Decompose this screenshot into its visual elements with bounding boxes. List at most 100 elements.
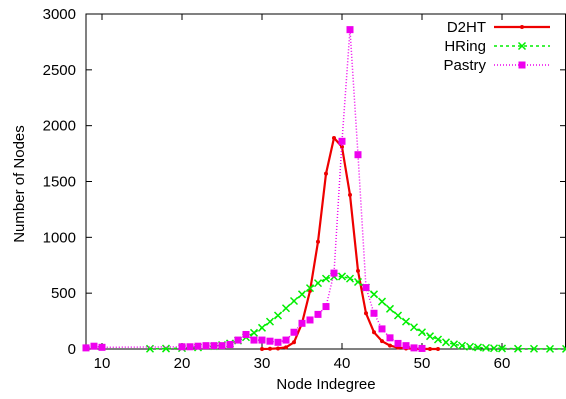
x-axis-title: Node Indegree [276, 376, 375, 393]
data-point-hring [345, 274, 355, 283]
data-point-hring [409, 323, 419, 332]
data-point-hring [385, 304, 395, 313]
data-point-d2ht [436, 347, 440, 351]
data-point-d2ht [348, 192, 352, 197]
data-point-d2ht [364, 311, 368, 316]
x-tick-label: 60 [494, 355, 511, 372]
data-point-pastry [210, 342, 218, 350]
data-point-hring [337, 272, 347, 281]
data-point-hring [449, 340, 459, 349]
legend-marker-pastry [518, 61, 526, 69]
data-point-pastry [306, 316, 314, 324]
data-point-pastry [258, 336, 266, 344]
data-point-pastry [378, 325, 386, 333]
data-point-pastry [346, 26, 354, 34]
data-point-hring [545, 344, 555, 353]
data-point-pastry [290, 328, 298, 336]
data-point-hring [353, 277, 363, 287]
data-point-d2ht [292, 340, 296, 345]
y-tick-label: 2500 [43, 62, 76, 79]
data-point-d2ht [380, 339, 384, 344]
data-point-pastry [362, 284, 370, 292]
data-point-hring [417, 328, 427, 337]
data-point-pastry [282, 336, 290, 344]
data-point-pastry [250, 336, 258, 344]
data-point-d2ht [284, 345, 288, 350]
x-tick-label: 10 [94, 355, 111, 372]
data-point-pastry [402, 342, 410, 350]
legend-marker-d2ht [520, 25, 524, 29]
series-pastry [82, 26, 426, 352]
data-point-pastry [178, 343, 186, 351]
data-point-pastry [410, 344, 418, 352]
data-point-pastry [226, 341, 234, 349]
data-point-hring [393, 311, 403, 320]
data-point-d2ht [276, 346, 280, 351]
data-point-pastry [394, 339, 402, 347]
data-point-pastry [298, 319, 306, 327]
x-tick-label: 40 [334, 355, 351, 372]
data-point-d2ht [332, 135, 336, 140]
data-point-pastry [266, 337, 274, 345]
data-point-hring [257, 323, 267, 332]
data-point-pastry [90, 342, 98, 350]
data-point-pastry [322, 303, 330, 311]
y-tick-label: 1500 [43, 174, 76, 191]
data-point-pastry [386, 334, 394, 342]
data-point-pastry [330, 269, 338, 277]
data-point-hring [377, 297, 387, 306]
y-tick-label: 3000 [43, 6, 76, 23]
data-point-hring [529, 344, 539, 353]
data-point-d2ht [324, 171, 328, 176]
y-tick-label: 1000 [43, 229, 76, 246]
x-tick-label: 30 [254, 355, 271, 372]
data-point-pastry [234, 336, 242, 344]
x-tick-label: 50 [414, 355, 431, 372]
data-point-pastry [338, 137, 346, 145]
legend-label-hring: HRing [444, 38, 486, 55]
data-point-hring [289, 296, 299, 306]
data-point-hring [481, 343, 491, 352]
data-point-hring [465, 342, 475, 351]
data-point-d2ht [428, 347, 432, 351]
data-point-hring [321, 274, 331, 283]
data-point-hring [161, 344, 171, 353]
data-point-hring [281, 304, 291, 313]
data-point-pastry [194, 342, 202, 350]
data-point-d2ht [316, 239, 320, 244]
data-point-hring [305, 284, 315, 293]
data-point-hring [457, 341, 467, 350]
data-point-hring [433, 335, 443, 344]
data-point-d2ht [388, 343, 392, 348]
legend-label-d2ht: D2HT [447, 19, 486, 36]
x-tick-label: 20 [174, 355, 191, 372]
data-point-pastry [418, 344, 426, 352]
data-point-hring [265, 317, 275, 326]
series-hring [145, 272, 566, 353]
data-point-pastry [98, 343, 106, 351]
legend: D2HT HRing Pastry [443, 19, 550, 74]
data-point-hring [273, 311, 283, 320]
data-point-d2ht [356, 268, 360, 273]
series-line-d2ht [261, 136, 438, 351]
y-axis-title: Number of Nodes [11, 125, 28, 243]
data-point-d2ht [372, 330, 376, 335]
data-point-d2ht [268, 346, 272, 351]
data-point-hring [313, 279, 323, 288]
data-point-pastry [186, 343, 194, 351]
data-point-hring [561, 344, 566, 353]
series-line-pastry [85, 28, 423, 350]
data-point-hring [513, 344, 523, 353]
data-point-pastry [82, 344, 90, 352]
data-point-hring [425, 332, 435, 341]
data-point-hring [489, 344, 499, 353]
data-point-pastry [218, 342, 226, 350]
data-point-pastry [242, 330, 250, 338]
legend-marker-hring [517, 41, 527, 51]
legend-label-pastry: Pastry [443, 57, 486, 74]
series-layer [82, 26, 566, 353]
data-point-pastry [274, 338, 282, 346]
data-point-d2ht [260, 347, 264, 351]
data-point-hring [441, 338, 451, 347]
